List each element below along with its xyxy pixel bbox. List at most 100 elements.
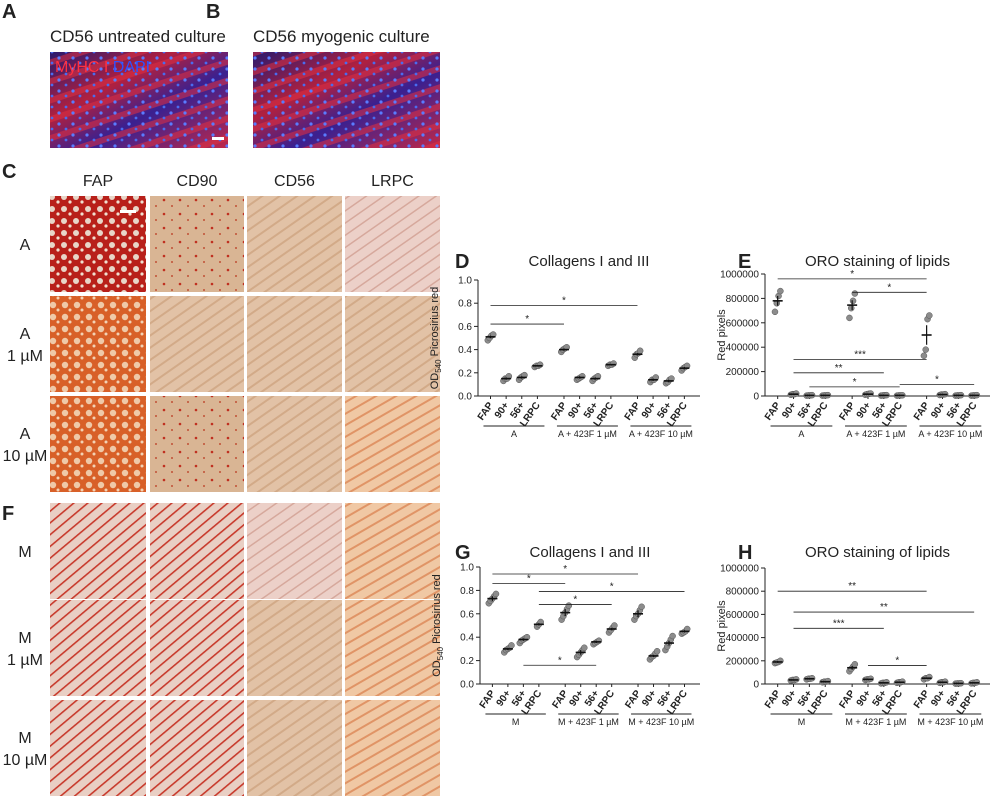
panel-letter: G xyxy=(455,542,471,564)
x-tick-label: 90+ xyxy=(929,400,948,420)
micrograph xyxy=(50,503,146,599)
data-point xyxy=(926,312,933,319)
group-label: M + 423F 1 µM xyxy=(845,717,906,727)
panel-letter: B xyxy=(206,1,220,23)
significance-label: * xyxy=(558,655,562,666)
micrograph xyxy=(50,700,146,796)
chart-title: Collagens I and III xyxy=(530,544,651,561)
panel-letter: D xyxy=(455,251,469,273)
panel-title: CD56 untreated culture xyxy=(50,27,226,46)
y-tick-label: 1.0 xyxy=(458,276,472,287)
data-point xyxy=(653,647,661,655)
significance-label: *** xyxy=(833,618,845,629)
micrograph xyxy=(345,503,440,599)
significance-label: * xyxy=(563,564,567,575)
fluorescence-image xyxy=(50,52,228,148)
y-tick-label: 0.6 xyxy=(460,609,474,620)
y-tick-label: 200000 xyxy=(726,656,760,667)
y-tick-label: 800000 xyxy=(726,294,760,305)
y-tick-label: 0 xyxy=(753,680,759,691)
x-tick-label: 90+ xyxy=(640,688,659,708)
group-label: A + 423F 1 µM xyxy=(558,429,617,439)
group-label: A + 423F 10 µM xyxy=(918,429,982,439)
significance-label: ** xyxy=(848,581,856,592)
significance-label: * xyxy=(935,374,939,385)
y-axis-label-part: OD xyxy=(429,373,441,390)
x-tick-label: FAP xyxy=(551,688,571,711)
group-label: M + 423F 1 µM xyxy=(558,717,619,727)
group-label: A + 423F 10 µM xyxy=(629,429,693,439)
y-tick-label: 0.4 xyxy=(460,633,474,644)
row-label: M xyxy=(18,630,31,647)
y-axis-label-part: Picrosirius red xyxy=(431,574,443,644)
micrograph xyxy=(345,700,440,796)
data-point xyxy=(638,603,645,611)
x-tick-label: FAP xyxy=(549,400,569,423)
column-label: LRPC xyxy=(371,173,414,190)
x-tick-label: 90+ xyxy=(640,400,659,420)
group-label: M + 423F 10 µM xyxy=(628,717,694,727)
stain-blue: DAPI xyxy=(113,59,150,76)
significance-label: * xyxy=(850,269,854,280)
y-tick-label: 400000 xyxy=(726,343,760,354)
micrograph xyxy=(345,196,440,292)
y-tick-label: 0.0 xyxy=(458,392,472,403)
stain-red: MyHC I xyxy=(55,59,108,76)
y-tick-label: 0.2 xyxy=(458,368,472,379)
panel-letter: H xyxy=(738,542,752,564)
row-label: 1 µM xyxy=(7,652,43,669)
y-tick-label: 0.2 xyxy=(460,656,474,667)
y-tick-label: 0.6 xyxy=(458,322,472,333)
y-tick-label: 1000000 xyxy=(720,564,759,575)
scale-bar xyxy=(120,210,136,213)
micrograph xyxy=(150,396,244,492)
y-tick-label: 600000 xyxy=(726,318,760,329)
stain-legend: MyHC I DAPI xyxy=(55,59,150,76)
y-axis-label-part: Picrosirius red xyxy=(429,287,441,357)
x-tick-label: FAP xyxy=(912,688,932,711)
column-label: CD56 xyxy=(274,173,315,190)
chart-title: ORO staining of lipids xyxy=(805,253,950,270)
micrograph xyxy=(50,396,146,492)
group-label: M xyxy=(512,717,520,727)
y-tick-label: 400000 xyxy=(726,633,760,644)
data-point xyxy=(669,632,676,640)
group-label: A xyxy=(798,429,804,439)
x-tick-label: FAP xyxy=(623,400,643,423)
x-tick-label: FAP xyxy=(478,688,498,711)
data-point xyxy=(492,590,500,598)
data-point xyxy=(922,346,929,353)
y-axis-label: Red pixels xyxy=(716,600,728,652)
micrograph xyxy=(247,700,342,796)
x-tick-label: 90+ xyxy=(495,688,514,708)
x-tick-label: 90+ xyxy=(855,688,874,708)
x-tick-label: FAP xyxy=(763,400,783,423)
panel-letter: C xyxy=(2,161,16,183)
data-point xyxy=(611,622,618,629)
row-label: A xyxy=(20,326,31,343)
significance-label: * xyxy=(610,582,614,593)
x-tick-label: FAP xyxy=(623,688,643,711)
micrograph xyxy=(247,196,342,292)
row-label: 10 µM xyxy=(3,752,48,769)
significance-label: * xyxy=(887,282,891,293)
data-point xyxy=(565,602,573,609)
data-point xyxy=(771,308,779,316)
y-axis-label: OD540 Picrosirius red xyxy=(429,287,443,390)
x-tick-label: FAP xyxy=(476,400,496,423)
row-label: 10 µM xyxy=(3,448,48,465)
data-point xyxy=(636,347,644,355)
x-tick-label: 90+ xyxy=(780,400,799,420)
data-point xyxy=(579,373,586,380)
micrograph xyxy=(150,600,244,696)
x-tick-label: 90+ xyxy=(566,400,585,420)
chart-title: ORO staining of lipids xyxy=(805,544,950,561)
micrograph xyxy=(345,600,440,696)
x-tick-label: FAP xyxy=(837,400,857,423)
micrograph xyxy=(247,296,342,392)
y-tick-label: 0.8 xyxy=(460,586,474,597)
y-tick-label: 0.0 xyxy=(460,680,474,691)
image-grid: FAP CD90 CD56 LRPC A A 1 µM A 10 µM M M 1 µM M 10 µM xyxy=(3,173,440,796)
y-tick-label: 600000 xyxy=(726,610,760,621)
significance-label: * xyxy=(562,296,566,307)
